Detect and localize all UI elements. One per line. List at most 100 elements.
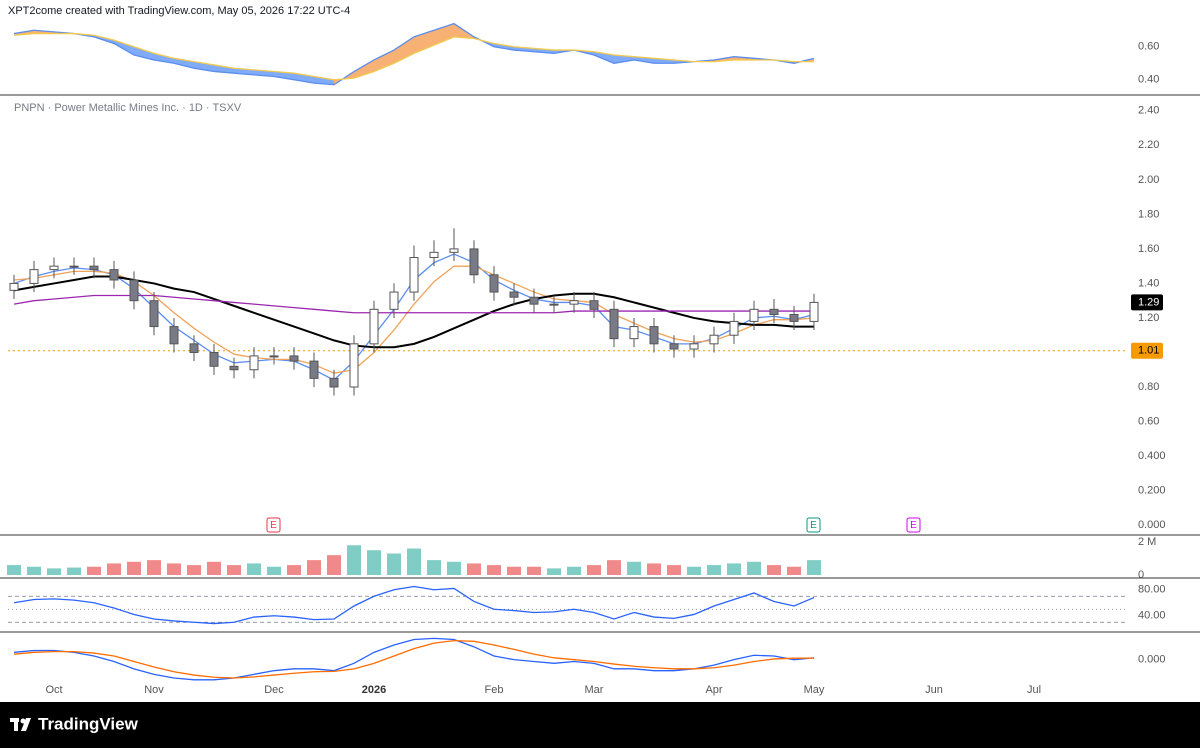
- earnings-marker: [906, 517, 921, 533]
- candle-body: [469, 248, 479, 276]
- candle-body: [529, 296, 539, 305]
- fill-band: [654, 58, 674, 64]
- fill-band: [294, 73, 314, 84]
- volume-bar: [227, 565, 241, 575]
- volume-bar: [707, 565, 721, 575]
- fill-band: [514, 46, 534, 52]
- volume-bar: [407, 548, 421, 575]
- candle-body: [769, 308, 779, 316]
- candle-body: [569, 300, 579, 305]
- earnings-label: E: [810, 520, 817, 531]
- footer-bar: [0, 702, 1200, 748]
- candle-body: [749, 308, 759, 322]
- candle-body: [89, 265, 99, 271]
- candle-body: [669, 343, 679, 350]
- reference-label: 1.01: [1138, 345, 1159, 357]
- candle-body: [169, 326, 179, 345]
- volume-bar: [567, 566, 581, 575]
- volume-bar: [87, 566, 101, 575]
- volume-bar: [767, 565, 781, 575]
- fill-band: [314, 76, 334, 85]
- x-tick-label: Apr: [705, 684, 722, 696]
- candle-body: [649, 326, 659, 345]
- volume-bar: [467, 563, 481, 575]
- y-tick-label: 1.60: [1138, 243, 1159, 255]
- volume-bar: [447, 561, 461, 575]
- reference-label-bg: [1131, 342, 1163, 359]
- candle-body: [29, 269, 39, 284]
- volume-bar: [187, 565, 201, 575]
- volume-bar: [787, 566, 801, 575]
- series-line: [13, 637, 815, 681]
- candle-body: [629, 326, 639, 340]
- candle-body: [549, 303, 559, 306]
- y-tick-label: 0.000: [1138, 654, 1166, 666]
- y-tick-label: 0.60: [1138, 415, 1159, 427]
- candle-body: [589, 300, 599, 310]
- candle-body: [309, 360, 319, 379]
- series-line: [13, 585, 815, 625]
- fill-band: [214, 64, 234, 74]
- volume-bar: [807, 560, 821, 575]
- y-tick-label: 0: [1138, 569, 1144, 581]
- fill-band: [614, 55, 634, 64]
- candle-body: [249, 355, 259, 371]
- series-line: [13, 294, 814, 314]
- y-tick-label: 2.00: [1138, 174, 1159, 186]
- y-tick-label: 2.40: [1138, 105, 1159, 117]
- x-tick-label: Mar: [585, 684, 604, 696]
- brand-name: TradingView: [38, 714, 139, 733]
- earnings-label: E: [910, 520, 917, 531]
- candle-body: [9, 282, 19, 291]
- volume-bar: [627, 561, 641, 575]
- candle-body: [429, 251, 439, 259]
- volume-bar: [687, 566, 701, 575]
- volume-bar: [387, 553, 401, 575]
- y-tick-label: 0.200: [1138, 484, 1166, 496]
- y-tick-label: 0.000: [1138, 519, 1166, 531]
- volume-bar: [527, 566, 541, 575]
- x-tick-label: Nov: [144, 684, 164, 696]
- fill-band: [114, 40, 134, 56]
- earnings-label: E: [270, 520, 277, 531]
- candle-body: [449, 248, 459, 253]
- candle-body: [149, 300, 159, 328]
- x-tick-label: Dec: [264, 684, 284, 696]
- volume-bar: [107, 563, 121, 575]
- last-price-bg: [1131, 294, 1163, 311]
- fill-band: [354, 59, 374, 79]
- volume-bar: [547, 568, 561, 575]
- candle-body: [509, 291, 519, 298]
- volume-bar: [67, 567, 81, 575]
- symbol-title: PNPN · Power Metallic Mines Inc. · 1D · …: [14, 102, 242, 114]
- last-price-label: 1.29: [1138, 296, 1159, 308]
- volume-bar: [347, 545, 361, 575]
- volume-bar: [727, 563, 741, 575]
- volume-bar: [507, 566, 521, 575]
- series-line: [13, 32, 814, 81]
- volume-bar: [647, 563, 661, 575]
- candle-body: [809, 301, 819, 322]
- y-tick-label: 1.40: [1138, 277, 1159, 289]
- y-tick-label: 1.20: [1138, 312, 1159, 324]
- volume-bar: [247, 563, 261, 575]
- volume-bar: [147, 560, 161, 575]
- fill-band: [134, 46, 154, 60]
- volume-bar: [487, 565, 501, 575]
- y-tick-label: 0.80: [1138, 381, 1159, 393]
- fill-band: [394, 36, 414, 64]
- earnings-marker: [806, 517, 821, 533]
- candle-body: [729, 320, 739, 336]
- x-tick-label: Jun: [925, 684, 943, 696]
- candle-body: [689, 343, 699, 350]
- volume-bar: [267, 566, 281, 575]
- y-tick-label: 80.00: [1138, 584, 1166, 596]
- volume-bar: [607, 560, 621, 575]
- volume-bar: [207, 561, 221, 575]
- volume-bar: [307, 560, 321, 575]
- series-line: [13, 639, 814, 679]
- volume-bar: [587, 565, 601, 575]
- candle-body: [49, 265, 59, 271]
- volume-bar: [47, 568, 61, 575]
